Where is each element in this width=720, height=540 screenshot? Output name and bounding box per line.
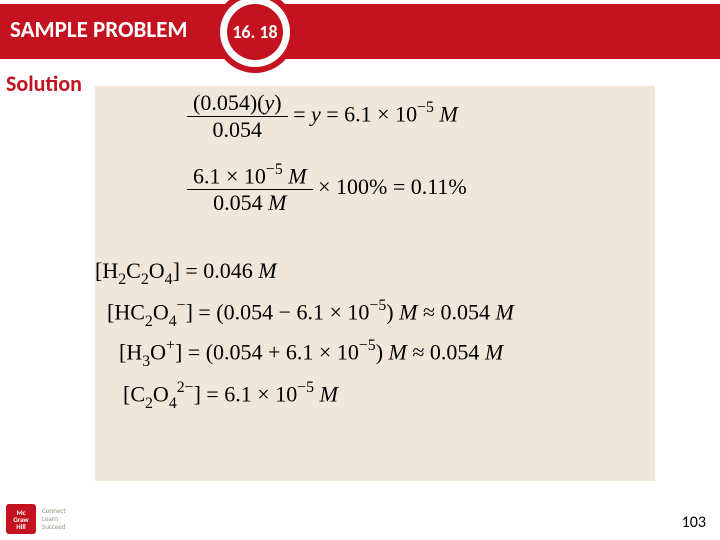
mcgraw-hill-icon: Mc Graw Hill <box>6 504 36 534</box>
equation-5: [H3O+] = (0.054 + 6.1 × 10−5) M ≈ 0.054 … <box>119 338 503 370</box>
equation-2: 6.1 × 10−5 M 0.054 M × 100% = 0.11% <box>187 162 467 216</box>
banner: SAMPLE PROBLEM 16. 18 <box>0 4 720 59</box>
banner-title: SAMPLE PROBLEM <box>10 16 187 44</box>
equation-3: [H2C2O4] = 0.046 M <box>95 258 277 288</box>
problem-number: 16. 18 <box>232 21 277 43</box>
equation-4: [HC2O4−] = (0.054 − 6.1 × 10−5) M ≈ 0.05… <box>107 298 514 330</box>
solution-heading: Solution <box>6 70 82 97</box>
equation-1: (0.054)(y) 0.054 = y = 6.1 × 10−5 M <box>187 90 458 143</box>
publisher-tagline: Connect Learn Succeed <box>42 507 66 530</box>
slide-root: (0.054)(y) 0.054 = y = 6.1 × 10−5 M 6.1 … <box>0 0 720 540</box>
publisher-logo: Mc Graw Hill Connect Learn Succeed <box>6 504 66 534</box>
page-number: 103 <box>682 513 706 532</box>
badge-inner-circle: 16. 18 <box>227 4 283 60</box>
equation-6: [C2O42−] = 6.1 × 10−5 M <box>123 380 338 412</box>
problem-number-badge: 16. 18 <box>205 0 305 82</box>
content-area: (0.054)(y) 0.054 = y = 6.1 × 10−5 M 6.1 … <box>95 86 655 481</box>
